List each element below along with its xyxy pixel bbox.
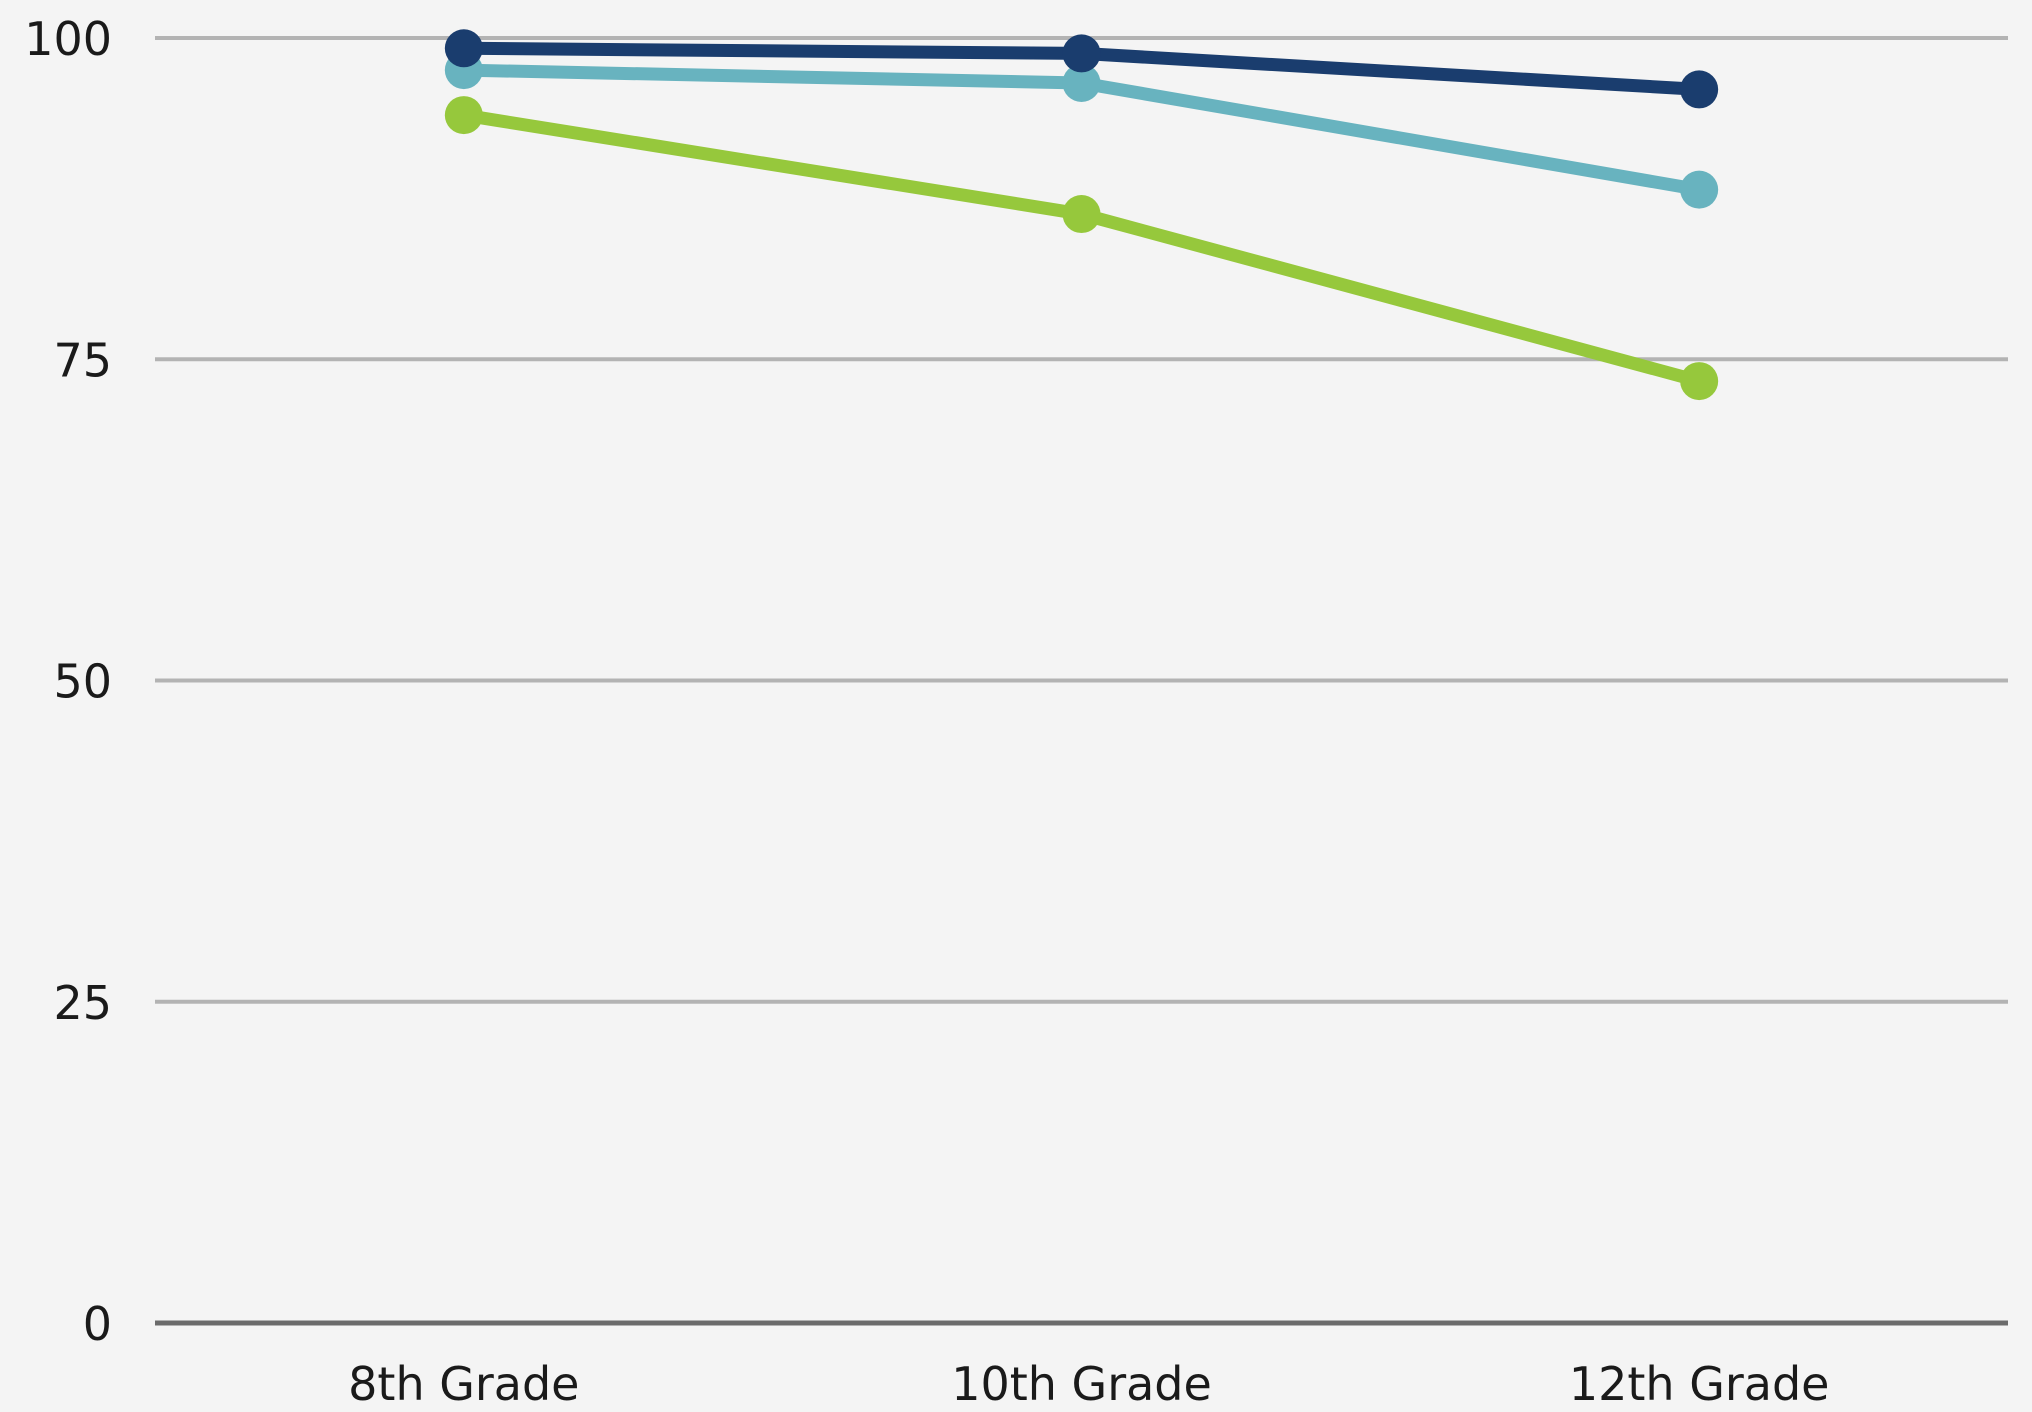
x-tick-label: 8th Grade <box>348 1357 579 1408</box>
data-point <box>1680 362 1719 401</box>
x-tick-label: 10th Grade <box>951 1357 1212 1408</box>
y-axis-ticks: 0 25 50 75 100 <box>24 12 112 1351</box>
series-group <box>444 29 1719 401</box>
x-tick-label: 12th Grade <box>1569 1357 1830 1408</box>
series-3 <box>444 29 1719 109</box>
y-tick-label: 100 <box>24 12 112 66</box>
series-2 <box>444 51 1719 209</box>
y-tick-label: 0 <box>83 1297 112 1351</box>
data-point <box>1680 170 1719 209</box>
series-1 <box>444 96 1719 401</box>
data-point <box>1062 63 1101 102</box>
y-tick-label: 75 <box>53 333 112 387</box>
data-point <box>1680 70 1719 109</box>
y-tick-label: 50 <box>53 655 112 709</box>
data-point <box>1062 34 1101 73</box>
y-tick-label: 25 <box>53 976 112 1030</box>
x-axis-ticks: 8th Grade 10th Grade 12th Grade <box>348 1357 1830 1411</box>
data-point <box>444 29 483 68</box>
data-point <box>1062 195 1101 234</box>
data-point <box>444 96 483 135</box>
